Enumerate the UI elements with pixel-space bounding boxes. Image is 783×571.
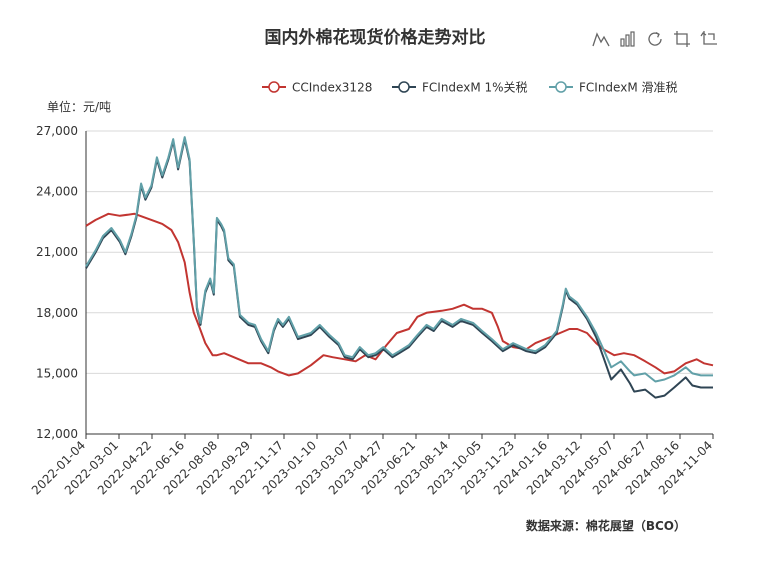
legend-item-3[interactable]: FCIndexM 滑准税 (549, 81, 678, 95)
zoom-icon[interactable] (673, 30, 691, 48)
y-tick-label: 15,000 (36, 366, 78, 380)
legend-item-2[interactable]: FCIndexM 1%关税 (392, 81, 528, 95)
series-line-2 (85, 138, 713, 399)
legend-label: CCIndex3128 (292, 81, 372, 95)
series-line-3 (85, 136, 713, 383)
legend-item-1[interactable]: CCIndex3128 (262, 81, 372, 95)
legend-marker (398, 81, 410, 93)
chart-toolbar (592, 30, 718, 48)
legend-label: FCIndexM 1%关税 (422, 81, 528, 95)
unit-label: 单位：元/吨 (47, 99, 111, 114)
grid-layer (86, 130, 713, 374)
legend-marker (268, 81, 280, 93)
legend-label: FCIndexM 滑准税 (579, 81, 678, 95)
source-note: 数据来源：棉花展望（BCO） (526, 518, 686, 533)
y-tick-label: 27,000 (36, 124, 78, 138)
y-tick-label: 12,000 (36, 427, 78, 441)
zoom-reset-icon[interactable] (700, 30, 718, 48)
legend[interactable]: CCIndex3128 FCIndexM 1%关税 FCIndexM 滑准税 (262, 81, 678, 95)
series-line-1 (85, 212, 714, 377)
axis-layer: 12,00015,00018,00021,00024,00027,0002022… (29, 124, 715, 497)
legend-marker (555, 81, 567, 93)
series-layer (85, 136, 714, 399)
restore-icon[interactable] (646, 30, 664, 48)
line-chart-icon[interactable] (592, 30, 610, 48)
chart-title: 国内外棉花现货价格走势对比 (265, 27, 486, 48)
y-tick-label: 18,000 (36, 306, 78, 320)
bar-chart-icon[interactable] (619, 30, 637, 48)
y-tick-label: 21,000 (36, 245, 78, 259)
y-tick-label: 24,000 (36, 185, 78, 199)
